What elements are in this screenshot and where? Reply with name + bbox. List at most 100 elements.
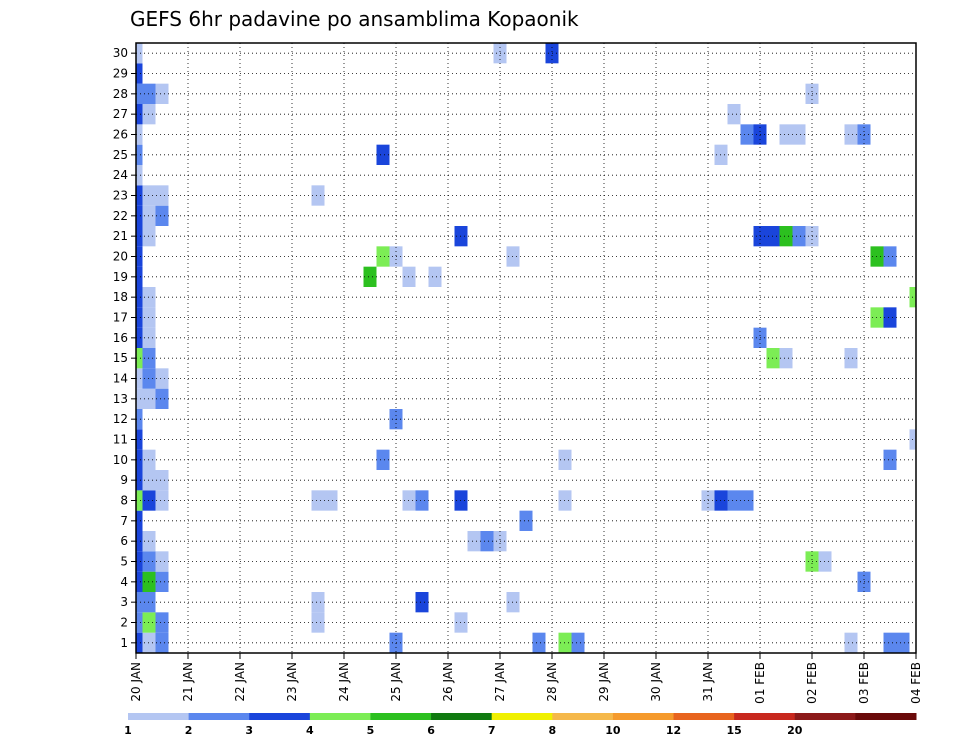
heatmap-cell (727, 104, 741, 125)
y-tick-label: 16 (113, 331, 128, 345)
heatmap-cell (428, 266, 442, 287)
heatmap-cell (136, 205, 143, 226)
heatmap-cell (136, 43, 143, 64)
x-tick-label: 02 FEB (805, 662, 819, 704)
colorbar-label: 15 (726, 724, 741, 737)
colorbar-segment (552, 713, 614, 720)
x-tick-label: 31 JAN (701, 662, 715, 702)
heatmap-cell (136, 124, 143, 145)
colorbar-segment (612, 713, 675, 720)
heatmap-cell (155, 612, 169, 633)
heatmap-cell (376, 449, 390, 470)
heatmap-cell (136, 612, 143, 633)
y-tick-label: 13 (113, 392, 128, 406)
heatmap-cell (519, 510, 533, 531)
heatmap-cell (311, 490, 325, 511)
y-tick-label: 11 (113, 433, 128, 447)
heatmap-cell (136, 327, 143, 348)
y-tick-label: 9 (120, 473, 128, 487)
y-tick-label: 29 (113, 67, 128, 81)
heatmap-cell (311, 185, 325, 206)
y-tick-label: 5 (120, 555, 128, 569)
colorbar-label: 7 (488, 724, 496, 737)
heatmap-cell (480, 531, 494, 552)
heatmap-cell (311, 592, 325, 613)
heatmap-cell (136, 571, 143, 592)
colorbar-segment (673, 713, 735, 720)
y-tick-label: 22 (113, 209, 128, 223)
y-tick-label: 4 (120, 575, 128, 589)
x-tick-label: 20 JAN (129, 662, 143, 702)
heatmap-cell (136, 287, 143, 308)
y-tick-label: 7 (120, 514, 128, 528)
heatmap-cell (136, 266, 143, 287)
heatmap-cell (779, 226, 793, 247)
heatmap-cell (571, 632, 585, 653)
heatmap-cell (136, 226, 143, 247)
heatmap-cell (883, 307, 897, 328)
heatmap-cell (363, 266, 377, 287)
heatmap-cell (740, 124, 754, 145)
colorbar-label: 12 (666, 724, 681, 737)
heatmap-cell (376, 246, 390, 267)
heatmap-cell (792, 226, 806, 247)
colorbar-label: 6 (427, 724, 435, 737)
heatmap-cell (136, 388, 143, 409)
x-tick-label: 22 JAN (233, 662, 247, 702)
heatmap-cell (136, 348, 143, 369)
y-tick-label: 21 (113, 229, 128, 243)
heatmap-cell (136, 246, 143, 267)
heatmap-cell (136, 632, 143, 653)
colorbar: 1 2 3 4 5 6 7 8 10 12 15 20 (124, 713, 917, 737)
heatmap-cell (136, 63, 143, 84)
heatmap-cell (136, 144, 143, 165)
colorbar-label: 4 (306, 724, 314, 737)
y-tick-label: 8 (120, 494, 128, 508)
heatmap-cell (155, 470, 169, 491)
y-tick-label: 30 (113, 46, 128, 60)
x-tick-label: 03 FEB (857, 662, 871, 704)
y-tick-label: 2 (120, 616, 128, 630)
x-tick-label: 24 JAN (337, 662, 351, 702)
y-tick-label: 14 (113, 372, 128, 386)
y-tick-label: 27 (113, 107, 128, 121)
x-tick-label: 23 JAN (285, 662, 299, 702)
heatmap-cell (311, 612, 325, 633)
heatmap-cell (155, 632, 169, 653)
colorbar-label: 10 (605, 724, 621, 737)
colorbar-segment (309, 713, 371, 720)
y-tick-label: 24 (113, 168, 128, 182)
heatmap-cell (467, 531, 481, 552)
x-tick-label: 04 FEB (909, 662, 923, 704)
heatmap-cell (136, 490, 143, 511)
x-axis: 20 JAN 21 JAN 22 JAN 23 JAN 24 JAN 25 JAN 26 J… (129, 653, 923, 704)
colorbar-label: 2 (185, 724, 193, 737)
heatmap-cell (136, 592, 143, 613)
heatmap-cell (727, 490, 741, 511)
x-tick-label: 28 JAN (545, 662, 559, 702)
colorbar-label: 20 (787, 724, 803, 737)
heatmap-cell (136, 470, 143, 491)
x-tick-label: 26 JAN (441, 662, 455, 702)
heatmap-cell (155, 368, 169, 389)
heatmap-cell (376, 144, 390, 165)
plot-frame (135, 42, 917, 654)
colorbar-segment (491, 713, 553, 720)
y-tick-label: 18 (113, 290, 128, 304)
heatmap-cell (896, 632, 910, 653)
colorbar-segment (794, 713, 856, 720)
x-tick-label: 21 JAN (181, 662, 195, 702)
heatmap-cell (136, 165, 143, 186)
x-tick-label: 27 JAN (493, 662, 507, 702)
heatmap-cell (740, 490, 754, 511)
colorbar-segment (188, 713, 250, 720)
y-tick-label: 26 (113, 128, 128, 142)
heatmap-cell (155, 388, 169, 409)
y-tick-label: 15 (113, 351, 128, 365)
colorbar-label: 8 (548, 724, 556, 737)
heatmap-cell (136, 368, 143, 389)
heatmap-cell (779, 348, 793, 369)
heatmap-cell (136, 409, 143, 430)
y-tick-label: 3 (120, 595, 128, 609)
heatmap-cell (883, 246, 897, 267)
